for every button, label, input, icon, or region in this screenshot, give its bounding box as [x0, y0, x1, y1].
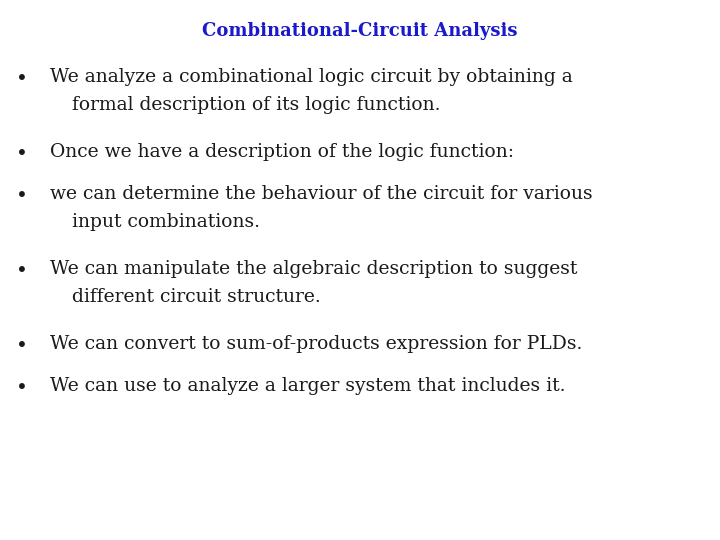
Text: •: • [16, 262, 28, 281]
Text: input combinations.: input combinations. [72, 213, 260, 231]
Text: Combinational-Circuit Analysis: Combinational-Circuit Analysis [202, 22, 518, 40]
Text: We can use to analyze a larger system that includes it.: We can use to analyze a larger system th… [50, 377, 565, 395]
Text: We analyze a combinational logic circuit by obtaining a: We analyze a combinational logic circuit… [50, 68, 572, 86]
Text: We can convert to sum-of-products expression for PLDs.: We can convert to sum-of-products expres… [50, 335, 582, 353]
Text: formal description of its logic function.: formal description of its logic function… [72, 96, 441, 114]
Text: different circuit structure.: different circuit structure. [72, 288, 320, 306]
Text: Once we have a description of the logic function:: Once we have a description of the logic … [50, 143, 514, 161]
Text: •: • [16, 379, 28, 398]
Text: •: • [16, 337, 28, 356]
Text: We can manipulate the algebraic description to suggest: We can manipulate the algebraic descript… [50, 260, 577, 278]
Text: •: • [16, 145, 28, 164]
Text: •: • [16, 187, 28, 206]
Text: •: • [16, 70, 28, 89]
Text: we can determine the behaviour of the circuit for various: we can determine the behaviour of the ci… [50, 185, 593, 203]
